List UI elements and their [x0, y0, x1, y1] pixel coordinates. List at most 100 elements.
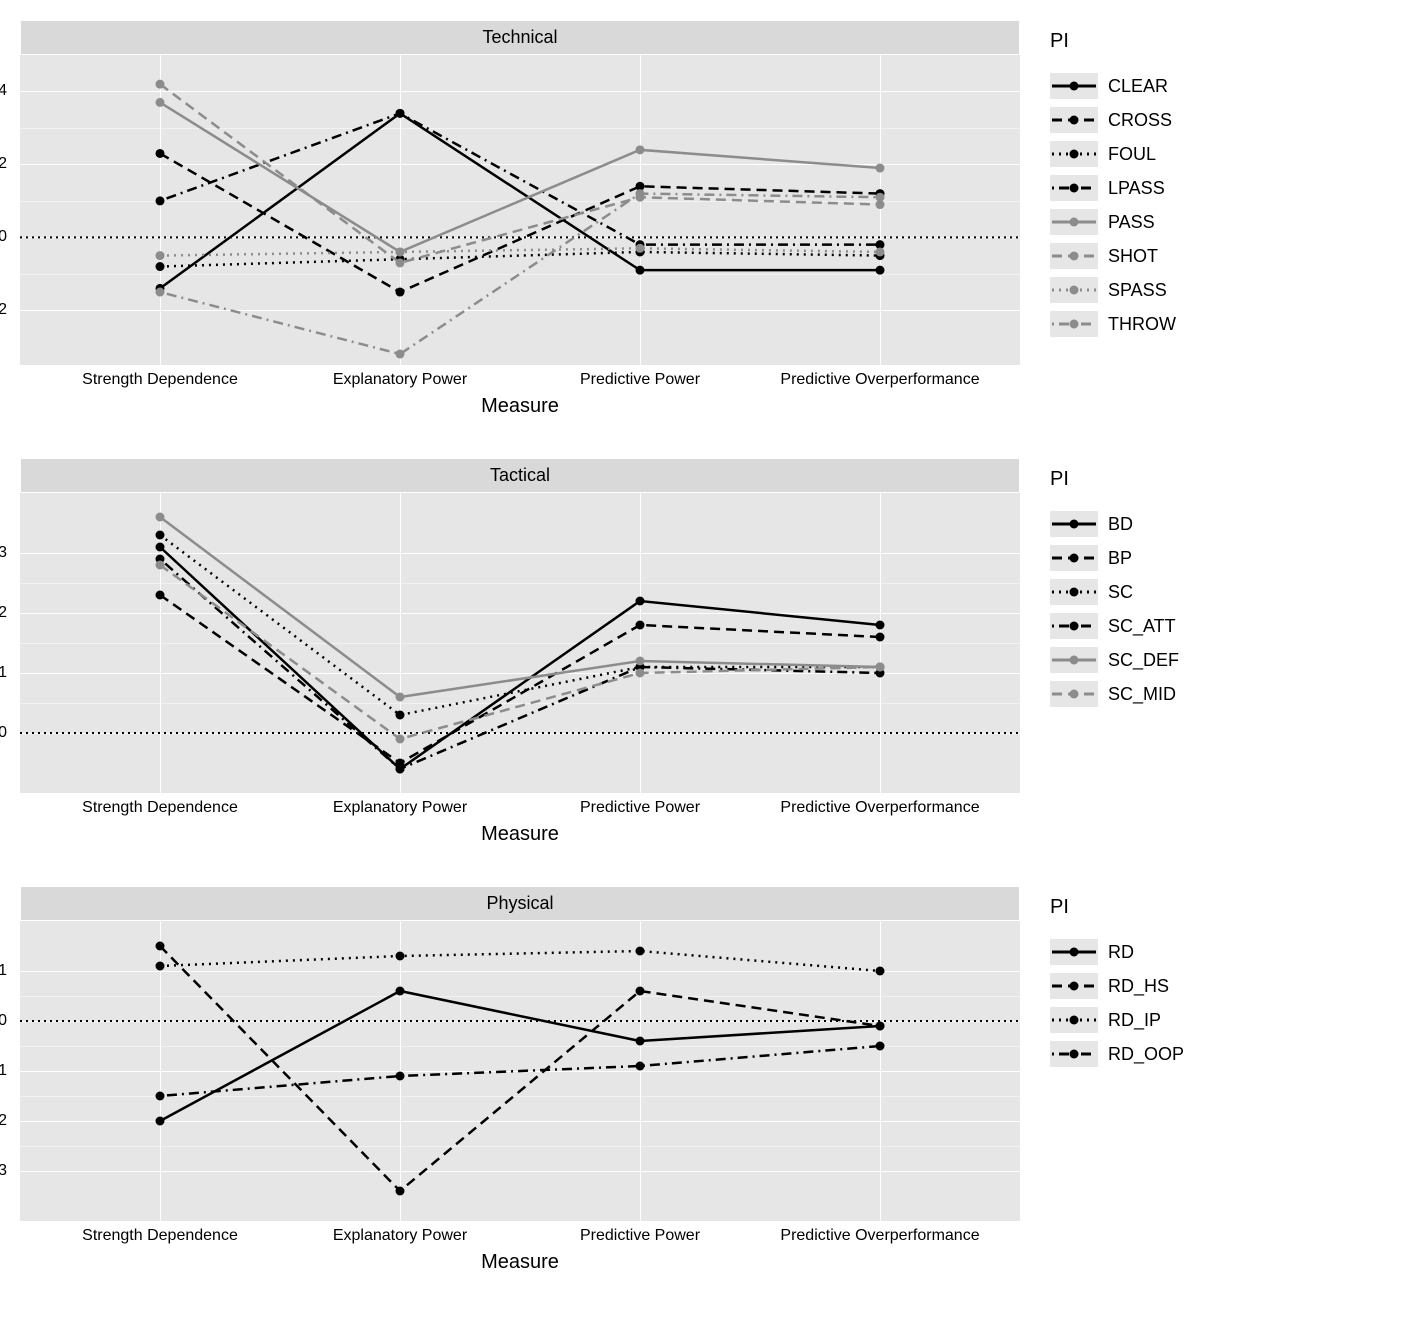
- series-line: [160, 951, 880, 971]
- xtick-label: Strength Dependence: [82, 1227, 238, 1245]
- series-point: [636, 145, 645, 154]
- series-point: [636, 244, 645, 253]
- series-point: [156, 251, 165, 260]
- legend-item: SPASS: [1050, 275, 1370, 305]
- legend-item: THROW: [1050, 309, 1370, 339]
- legend-item: CLEAR: [1050, 71, 1370, 101]
- ytick-label: -0.2: [0, 1112, 7, 1130]
- legend-swatch: [1050, 175, 1098, 201]
- panel-strip-title: Physical: [20, 886, 1020, 921]
- legend-item: BP: [1050, 543, 1370, 573]
- series-point: [396, 288, 405, 297]
- ytick-label: 0.1: [0, 962, 7, 980]
- series-point: [636, 1062, 645, 1071]
- series-point: [876, 164, 885, 173]
- legend-item: BD: [1050, 509, 1370, 539]
- series-point: [636, 1037, 645, 1046]
- series-point: [636, 597, 645, 606]
- series-point: [156, 262, 165, 271]
- series-point: [156, 1092, 165, 1101]
- series-point: [636, 947, 645, 956]
- legend-label: CROSS: [1108, 110, 1172, 131]
- panel-col: Physical-0.3-0.2-0.10.00.1rStrength Depe…: [20, 886, 1020, 1274]
- plot-area: 0.00.10.20.3rStrength DependenceExplanat…: [20, 493, 1020, 793]
- legend-label: THROW: [1108, 314, 1176, 335]
- series-point: [636, 621, 645, 630]
- legend-label: BD: [1108, 514, 1133, 535]
- series-point: [396, 693, 405, 702]
- ytick-label: 0.1: [0, 664, 7, 682]
- series-point: [156, 591, 165, 600]
- panel-strip-title: Tactical: [20, 458, 1020, 493]
- figure: Technical-0.20.00.20.4rStrength Dependen…: [20, 20, 1400, 1274]
- legend-label: RD: [1108, 942, 1134, 963]
- legend-title: PI: [1050, 468, 1370, 491]
- plot-area: -0.20.00.20.4rStrength DependenceExplana…: [20, 55, 1020, 365]
- series-point: [156, 561, 165, 570]
- legend-swatch: [1050, 277, 1098, 303]
- legend-swatch: [1050, 511, 1098, 537]
- series-line: [160, 84, 880, 263]
- panel-row: Tactical0.00.10.20.3rStrength Dependence…: [20, 458, 1400, 846]
- series-point: [396, 987, 405, 996]
- series-point: [156, 531, 165, 540]
- legend-label: LPASS: [1108, 178, 1165, 199]
- legend-item: LPASS: [1050, 173, 1370, 203]
- series-line: [160, 248, 880, 255]
- series-point: [876, 663, 885, 672]
- series-line: [160, 252, 880, 267]
- ytick-label: 0.2: [0, 604, 7, 622]
- ytick-label: -0.1: [0, 1062, 7, 1080]
- series-point: [156, 149, 165, 158]
- plot-area: -0.3-0.2-0.10.00.1rStrength DependenceEx…: [20, 921, 1020, 1221]
- series-line: [160, 113, 880, 244]
- legend-label: PASS: [1108, 212, 1155, 233]
- legend-label: SC_DEF: [1108, 650, 1179, 671]
- legend: PICLEARCROSSFOULLPASSPASSSHOTSPASSTHROW: [1020, 20, 1370, 343]
- legend-label: RD_OOP: [1108, 1044, 1184, 1065]
- legend-label: RD_IP: [1108, 1010, 1161, 1031]
- series-layer: [20, 55, 1020, 365]
- y-axis: -0.3-0.2-0.10.00.1: [0, 921, 15, 1221]
- series-point: [156, 1117, 165, 1126]
- legend-swatch: [1050, 681, 1098, 707]
- series-point: [156, 80, 165, 89]
- xtick-label: Predictive Overperformance: [780, 799, 979, 817]
- legend-item: RD_IP: [1050, 1005, 1370, 1035]
- legend-swatch: [1050, 311, 1098, 337]
- series-point: [396, 735, 405, 744]
- xtick-label: Explanatory Power: [333, 799, 467, 817]
- series-point: [876, 1022, 885, 1031]
- panel-strip-title: Technical: [20, 20, 1020, 55]
- xtick-label: Explanatory Power: [333, 371, 467, 389]
- series-layer: [20, 493, 1020, 793]
- ytick-label: -0.2: [0, 301, 7, 319]
- legend-swatch: [1050, 107, 1098, 133]
- series-point: [396, 765, 405, 774]
- ytick-label: 0.0: [0, 228, 7, 246]
- legend-swatch: [1050, 613, 1098, 639]
- series-point: [396, 1187, 405, 1196]
- series-layer: [20, 921, 1020, 1221]
- panel-col: Technical-0.20.00.20.4rStrength Dependen…: [20, 20, 1020, 418]
- series-point: [876, 633, 885, 642]
- panel-row: Physical-0.3-0.2-0.10.00.1rStrength Depe…: [20, 886, 1400, 1274]
- legend-title: PI: [1050, 896, 1370, 919]
- legend-title: PI: [1050, 30, 1370, 53]
- legend-item: CROSS: [1050, 105, 1370, 135]
- xtick-label: Predictive Overperformance: [780, 1227, 979, 1245]
- legend-label: RD_HS: [1108, 976, 1169, 997]
- panel-row: Technical-0.20.00.20.4rStrength Dependen…: [20, 20, 1400, 418]
- legend-swatch: [1050, 73, 1098, 99]
- legend-swatch: [1050, 545, 1098, 571]
- xtick-label: Predictive Power: [580, 371, 700, 389]
- legend-item: SC_MID: [1050, 679, 1370, 709]
- y-axis: 0.00.10.20.3: [0, 493, 15, 793]
- series-point: [876, 247, 885, 256]
- series-point: [876, 193, 885, 202]
- ytick-label: 0.0: [0, 724, 7, 742]
- series-point: [396, 247, 405, 256]
- x-axis-title: Measure: [20, 823, 1020, 846]
- legend-swatch: [1050, 141, 1098, 167]
- legend: PI RD RD_HS RD_IP RD_OOP: [1020, 886, 1370, 1073]
